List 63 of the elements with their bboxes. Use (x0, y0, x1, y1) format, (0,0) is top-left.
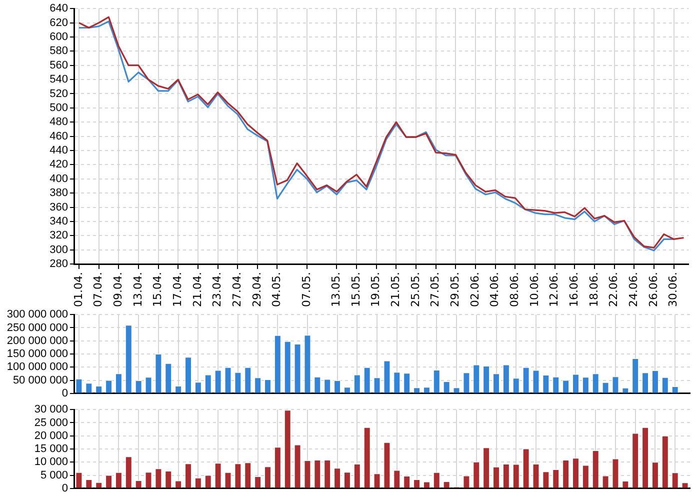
x-tick-label: 10.06. (528, 272, 541, 308)
x-tick-label: 29.04. (250, 272, 264, 308)
x-tick-label: 04.06. (488, 272, 502, 308)
y-tick-label: 280 (50, 258, 68, 270)
x-tick-label: 15.05. (349, 272, 362, 308)
x-tick-label: 18.06. (587, 272, 600, 308)
y-tick-label: 480 (50, 116, 68, 128)
y-tick-label: 25 000 (34, 416, 68, 429)
y-tick-label: 580 (50, 45, 68, 58)
y-tick-label: 620 (50, 16, 68, 29)
y-tick-label: 600 (50, 31, 68, 44)
y-tick-label: 10 000 (34, 456, 68, 468)
y-tick-label: 360 (50, 201, 68, 214)
y-tick-label: 30 000 (34, 404, 68, 416)
y-tick-label: 420 (50, 158, 68, 171)
y-tick-label: 150 000 000 (6, 348, 68, 360)
y-tick-label: 250 000 000 (6, 322, 68, 334)
y-tick-label: 460 (50, 130, 68, 142)
y-tick-label: 540 (50, 74, 68, 86)
x-tick-label: 27.04. (230, 272, 244, 308)
x-tick-label: 04.05. (270, 272, 284, 308)
y-tick-label: 15 000 (34, 443, 68, 456)
y-tick-label: 50 000 000 (12, 374, 68, 386)
x-tick-label: 21.05. (389, 272, 402, 308)
y-tick-label: 400 (50, 172, 68, 185)
y-tick-label: 300 (50, 244, 68, 256)
x-tick-label: 15.04. (151, 272, 164, 308)
y-tick-label: 300 000 000 (6, 308, 68, 321)
y-tick-label: 640 (50, 2, 68, 15)
y-tick-label: 20 000 (34, 430, 68, 442)
y-tick-label: 380 (50, 187, 68, 200)
x-tick-label: 26.06. (646, 272, 660, 308)
y-tick-label: 5 000 (40, 469, 68, 482)
x-tick-label: 21.04. (190, 272, 204, 308)
x-tick-label: 12.06. (548, 272, 561, 308)
x-tick-label: 09.04. (111, 272, 124, 308)
x-tick-label: 27.05. (428, 272, 442, 308)
y-tick-label: 100 000 000 (6, 361, 68, 374)
x-tick-label: 29.05. (448, 272, 462, 308)
y-tick-label: 320 (50, 230, 68, 242)
x-tick-label: 23.04. (210, 272, 224, 308)
x-tick-label: 19.05. (369, 272, 382, 308)
x-tick-label: 13.04. (131, 272, 144, 308)
y-tick-label: 200 000 000 (6, 334, 68, 347)
x-tick-label: 25.05. (408, 272, 422, 308)
x-tick-label: 22.06. (607, 272, 620, 308)
y-tick-label: 0 (62, 387, 68, 400)
x-tick-label: 13.05. (330, 272, 343, 308)
x-tick-label: 07.04. (92, 272, 105, 308)
y-tick-label: 560 (50, 59, 68, 72)
y-tick-label: 0 (62, 482, 68, 494)
x-tick-label: 16.06. (568, 272, 581, 308)
x-tick-label: 24.06. (627, 272, 640, 308)
x-tick-label: 01.04. (72, 272, 85, 308)
x-tick-label: 08.06. (508, 272, 522, 308)
y-tick-label: 520 (50, 88, 68, 100)
y-tick-label: 500 (50, 102, 68, 114)
x-tick-label: 07.05. (300, 272, 313, 308)
x-tick-label: 30.06. (666, 272, 680, 308)
x-tick-label: 02.06. (468, 272, 482, 308)
y-tick-label: 440 (50, 144, 68, 157)
x-tick-label: 17.04. (170, 272, 184, 308)
y-tick-label: 340 (50, 215, 68, 228)
